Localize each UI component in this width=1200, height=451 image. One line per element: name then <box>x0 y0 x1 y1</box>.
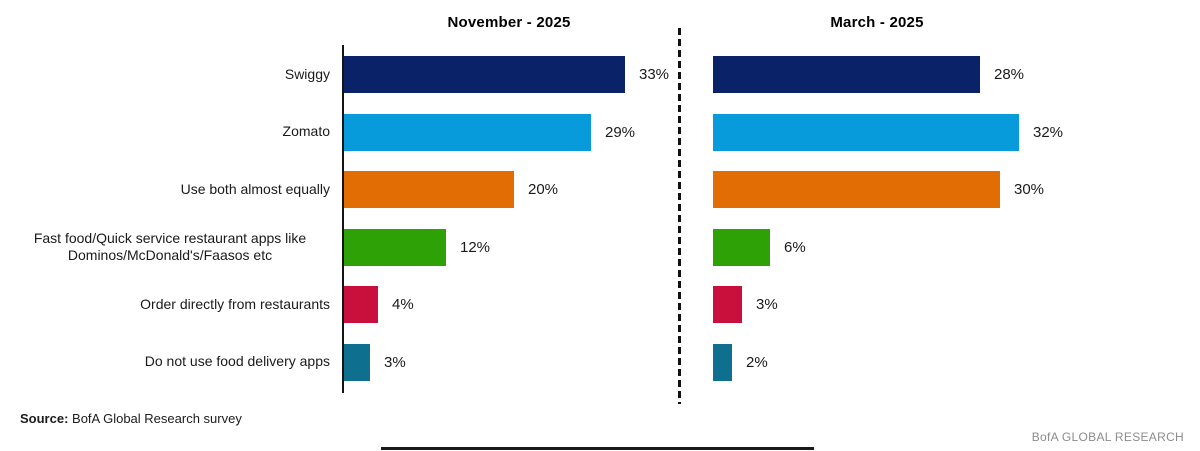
category-label-text: Zomato <box>282 123 330 140</box>
bar-value-label: 2% <box>746 353 768 371</box>
category-label: Zomato <box>10 114 330 151</box>
bar-march <box>713 286 742 323</box>
bar-november <box>344 343 370 381</box>
panel-title-november: November - 2025 <box>447 14 571 31</box>
bar-march <box>713 343 732 381</box>
bar-november <box>344 113 591 151</box>
category-label-text: Do not use food delivery apps <box>144 353 330 370</box>
panel-title-march: March - 2025 <box>830 14 924 31</box>
source-text: BofA Global Research survey <box>68 411 242 426</box>
bar-value-label: 3% <box>384 353 406 371</box>
bar-value-label: 12% <box>460 238 491 256</box>
bar-value-label: 3% <box>756 296 778 313</box>
bar-march <box>713 113 1019 151</box>
category-label: Order directly from restaurants <box>10 286 330 323</box>
source-label: Source: <box>20 411 69 426</box>
category-label: Use both almost equally <box>10 171 330 208</box>
bar-value-label: 28% <box>994 66 1025 83</box>
bar-value-label: 29% <box>605 123 636 141</box>
bar-march <box>713 56 980 93</box>
bar-march <box>713 171 1000 208</box>
category-label-text: Order directly from restaurants <box>140 295 330 312</box>
panel-divider-dashed-line <box>678 28 681 404</box>
bar-november <box>344 286 378 323</box>
category-label-text: Fast food/Quick service restaurant apps … <box>33 229 307 264</box>
bar-march <box>713 228 770 266</box>
category-label-text: Swiggy <box>284 65 330 82</box>
bar-value-label: 32% <box>1033 123 1064 141</box>
bar-november <box>344 228 446 266</box>
bofa-global-research-watermark: BofA GLOBAL RESEARCH <box>1031 430 1184 444</box>
bar-value-label: 33% <box>639 66 670 83</box>
category-label: Fast food/Quick service restaurant apps … <box>10 229 330 266</box>
bar-value-label: 4% <box>392 296 414 313</box>
bar-november <box>344 171 514 208</box>
bar-november <box>344 56 625 93</box>
bar-value-label: 6% <box>784 238 806 256</box>
category-label-text: Use both almost equally <box>180 180 330 197</box>
source-note: Source: BofA Global Research survey <box>20 411 242 426</box>
bar-value-label: 20% <box>528 181 559 198</box>
category-label: Swiggy <box>10 56 330 93</box>
bar-value-label: 30% <box>1014 181 1045 198</box>
bottom-horizontal-rule <box>381 447 814 450</box>
category-label: Do not use food delivery apps <box>10 344 330 381</box>
y-axis-line <box>342 45 344 393</box>
